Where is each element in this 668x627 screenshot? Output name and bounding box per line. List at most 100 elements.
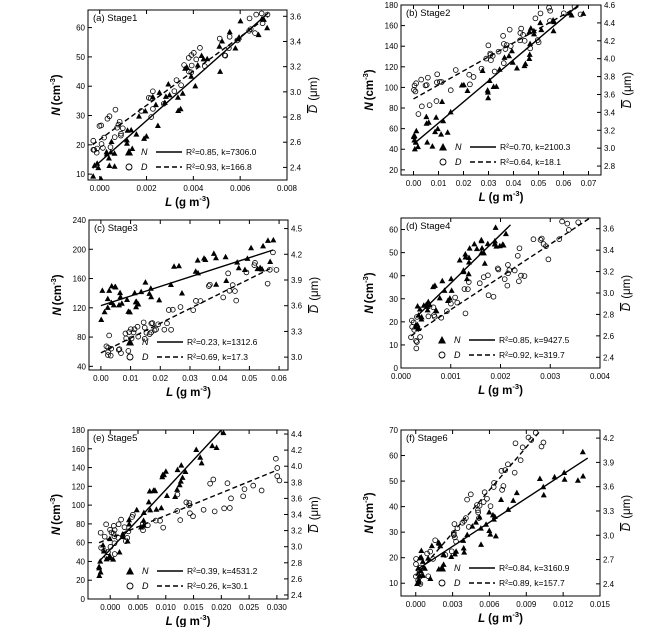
d-data-point [451,521,458,527]
n-data-point [112,283,119,290]
n-data-point [96,563,103,570]
d-data-point [193,298,199,304]
n-data-point [447,108,454,115]
panel-label: (f) Stage6 [406,433,448,444]
d-data-point [411,87,417,93]
d-data-point [150,106,156,112]
y2-axis-label: D(μm) [621,275,633,311]
y-tick-label: 120 [72,482,86,491]
d-data-point [516,245,523,252]
d-data-point [478,65,485,72]
y-tick-label: 0 [394,364,399,373]
d-data-point [408,334,414,341]
d-data-point [221,505,227,512]
d-data-point [566,227,572,233]
n-data-point [178,462,185,468]
legend-marker-triangle [126,567,134,575]
n-data-point [167,281,174,288]
y-tick-label: 70 [389,426,398,435]
d-data-point [487,503,494,509]
n-data-point [248,244,255,251]
d-data-point [273,267,280,273]
d-data-point [536,424,541,429]
y2-tick-label: 3.2 [604,126,616,135]
d-data-point [475,507,481,514]
d-data-point [505,262,511,268]
d-data-point [233,297,239,304]
d-data-point [103,521,109,528]
n-data-point [91,162,98,168]
d-data-point [251,262,258,268]
n-data-point [568,12,575,18]
d-data-point [188,69,195,76]
d-data-point [517,30,524,36]
n-data-point [217,68,224,74]
n-data-point [104,295,111,302]
d-data-point [200,507,207,513]
d-data-point [537,237,544,243]
n-data-point [118,300,125,306]
n-data-point [448,553,455,559]
d-data-point [466,524,472,530]
d-data-point [454,525,461,532]
d-data-point [140,527,146,534]
legend-stat: R²=0.85, k=9427.5 [499,335,570,345]
d-data-point [491,68,498,75]
n-data-point [210,250,217,256]
n-data-point [479,67,486,74]
d-data-point [115,521,122,528]
x-axis-label: L (g m-3) [165,194,210,209]
n-data-point [428,542,435,549]
x-tick-label: 0.02 [456,179,472,188]
n-data-point [111,150,118,156]
legend: N R²=0.85, k=7306.0 D R²=0.93, k=166.8 [125,147,257,172]
d-data-point [247,26,254,32]
x-tick-label: 0.01 [123,374,139,383]
d-data-point [216,35,223,42]
x-axis-label: L (g m-3) [166,613,211,627]
data-markers [408,218,591,352]
n-data-point [99,287,106,293]
n-data-point [254,265,261,272]
d-data-point [560,10,567,17]
d-data-point [111,134,118,140]
d-data-point [425,313,432,320]
d-data-point [116,346,123,352]
n-data-point [101,308,108,315]
d-data-point [111,523,117,529]
legend-series-label: D [142,352,149,362]
d-data-point [106,332,112,339]
n-data-point [540,491,547,498]
y2-tick-label: 2.4 [291,591,303,600]
y2-tick-label: 2.6 [603,332,615,341]
d-data-point [413,556,419,562]
legend: N R²=0.39, k=4531.2 D R²=0.26, k=30.1 [126,566,258,591]
y-axis-label: N(cm-3) [48,74,63,115]
n-data-point [222,253,229,260]
x-tick-label: 0.015 [590,600,611,609]
d-data-point [501,276,508,282]
y2-tick-label: 3.9 [291,276,303,285]
d-data-point [424,550,430,557]
legend-series-label: N [454,563,461,573]
d-data-point [252,260,258,266]
y-tick-label: 40 [389,145,398,154]
legend-marker-circle [126,582,134,590]
n-data-point [501,54,508,60]
n-data-point [440,117,447,124]
d-data-point [415,577,421,584]
n-data-point [484,87,491,93]
d-data-point [246,15,253,22]
d-data-point [488,57,494,64]
n-data-point [502,230,509,237]
d-data-point [511,469,518,476]
y-tick-label: 20 [76,576,85,585]
d-data-point [190,513,196,520]
d-data-point [112,106,119,113]
legend-stat: R²=0.23, k=1312.6 [187,337,258,347]
x-tick-label: 0.015 [184,603,205,612]
y-tick-label: 20 [389,166,398,175]
x-tick-label: 0.000 [100,603,121,612]
n-data-point [178,290,185,296]
d-data-point [504,282,511,289]
